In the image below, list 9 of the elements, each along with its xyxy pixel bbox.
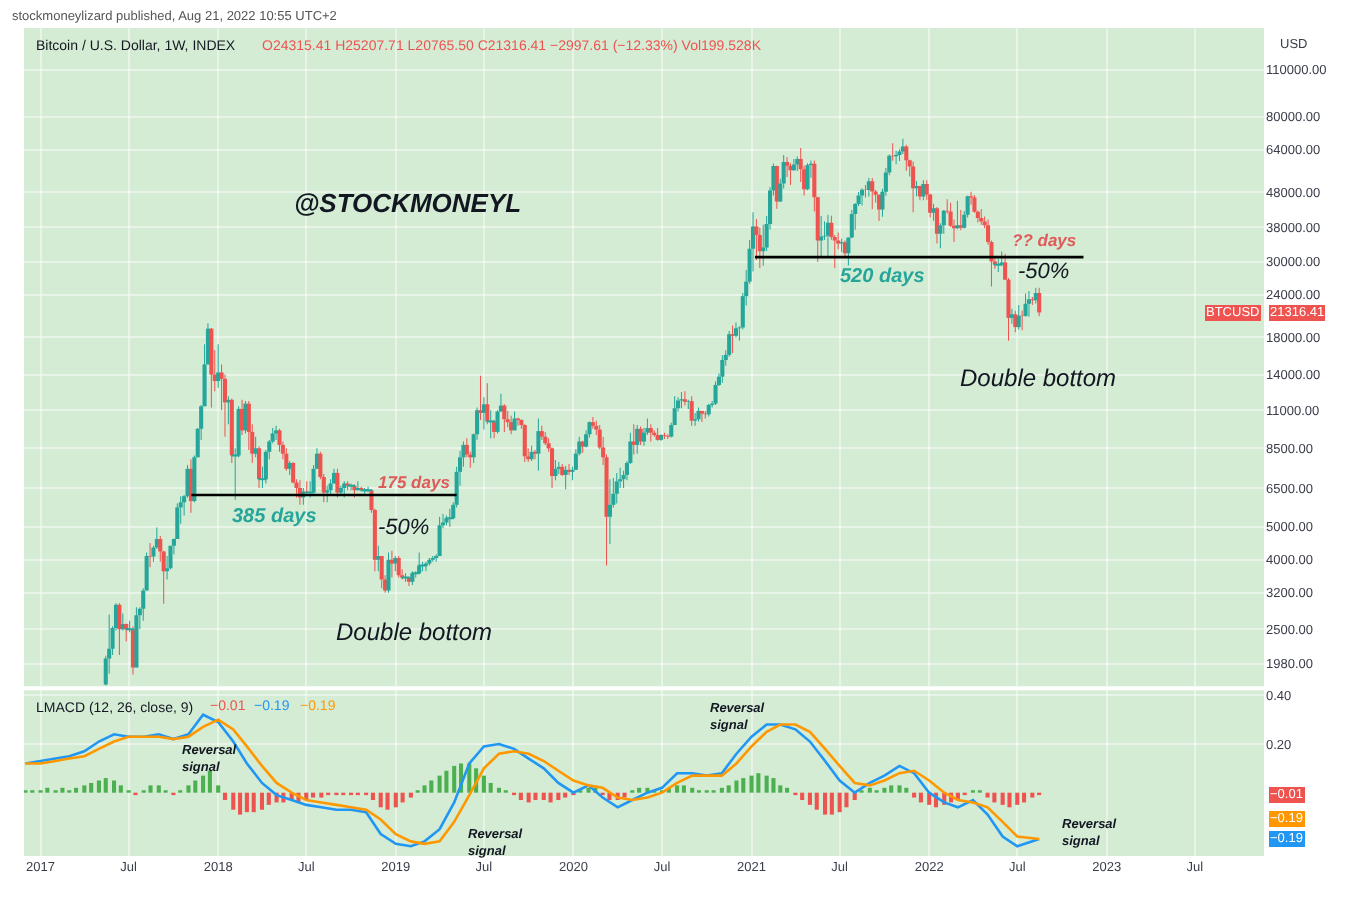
annotation: -50% xyxy=(1018,260,1070,284)
annotation: -50% xyxy=(378,516,430,540)
annotation: 175 days xyxy=(378,472,451,492)
annotation: 385 days xyxy=(232,506,318,528)
annotation: Double bottom xyxy=(960,364,1117,392)
annotation: Double bottom xyxy=(336,618,493,646)
annotation: ?? days xyxy=(1012,230,1077,250)
annotation: 520 days xyxy=(840,266,926,288)
annotation: @STOCKMONEYL xyxy=(294,188,522,218)
